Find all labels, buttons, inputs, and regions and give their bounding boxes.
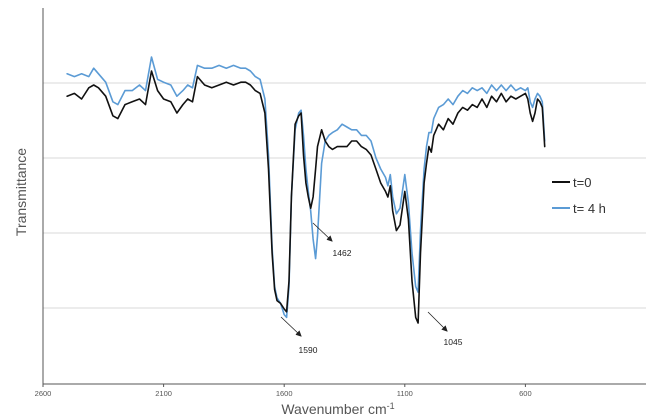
x-axis-title-superscript: -1 <box>387 401 395 411</box>
annotation-arrow-1462 <box>312 222 333 242</box>
legend-label-t4h: t= 4 h <box>573 201 606 216</box>
legend-label-t0: t=0 <box>573 175 591 190</box>
peak-annotations: 1462 1590 1045 <box>280 222 463 355</box>
annotation-label-1590: 1590 <box>299 345 318 355</box>
x-tick-label: 1100 <box>397 389 413 398</box>
series-line-t0 <box>66 70 546 324</box>
legend: t=0 t= 4 h <box>552 175 606 216</box>
x-axis-title-main: Wavenumber cm <box>281 401 386 417</box>
x-tick-label: 2100 <box>155 389 172 398</box>
annotation-label-1462: 1462 <box>333 248 352 258</box>
y-axis-title: Transmittance <box>13 148 29 236</box>
x-tick-label: 600 <box>519 389 532 398</box>
annotation-label-1045: 1045 <box>444 337 463 347</box>
x-axis-ticks: 2600 2100 1600 1100 600 <box>35 384 532 398</box>
annotation-arrow-1045 <box>427 311 448 332</box>
annotation-arrow-1590 <box>280 316 302 337</box>
x-tick-label: 2600 <box>35 389 52 398</box>
x-tick-label: 1600 <box>276 389 293 398</box>
x-axis-title: Wavenumber cm-1 <box>281 401 394 417</box>
series-lines <box>66 56 546 324</box>
series-line-t4h <box>66 56 546 319</box>
horizontal-gridlines <box>43 82 646 309</box>
